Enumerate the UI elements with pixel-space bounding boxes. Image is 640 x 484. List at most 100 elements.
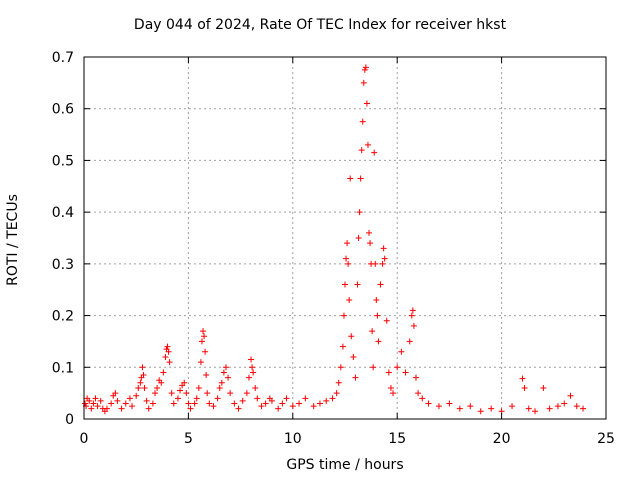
data-point xyxy=(201,333,208,340)
data-point xyxy=(352,374,359,381)
data-point xyxy=(385,369,392,376)
data-point xyxy=(329,395,336,402)
data-points xyxy=(82,64,587,415)
data-point xyxy=(177,387,184,394)
data-point xyxy=(375,338,382,345)
data-point xyxy=(145,405,152,412)
data-point xyxy=(477,408,484,415)
data-point xyxy=(371,149,378,156)
data-point xyxy=(358,147,365,154)
data-point xyxy=(206,400,213,407)
data-point xyxy=(362,64,369,71)
data-point xyxy=(377,281,384,288)
data-point xyxy=(166,359,173,366)
grid-lines xyxy=(84,57,606,419)
data-point xyxy=(222,364,229,371)
data-point xyxy=(302,395,309,402)
data-point xyxy=(198,338,205,345)
data-point xyxy=(168,390,175,397)
data-point xyxy=(356,209,363,216)
data-point xyxy=(554,403,561,410)
data-point xyxy=(158,379,165,386)
data-point xyxy=(467,403,474,410)
data-point xyxy=(245,374,252,381)
data-point xyxy=(118,405,125,412)
data-point xyxy=(185,400,192,407)
data-point xyxy=(162,353,169,360)
data-point xyxy=(446,400,453,407)
data-point xyxy=(370,364,377,371)
data-point xyxy=(283,395,290,402)
data-point xyxy=(573,403,580,410)
data-point xyxy=(202,348,209,355)
data-point xyxy=(340,312,347,319)
data-point xyxy=(412,374,419,381)
data-point xyxy=(394,364,401,371)
data-point xyxy=(88,405,95,412)
data-point xyxy=(258,403,265,410)
data-point xyxy=(164,343,171,350)
data-point xyxy=(174,395,181,402)
data-point xyxy=(383,317,390,324)
data-point xyxy=(296,400,303,407)
data-point xyxy=(239,397,246,404)
data-point xyxy=(546,405,553,412)
data-point xyxy=(275,405,282,412)
x-tick-label: 20 xyxy=(493,431,511,447)
data-point xyxy=(567,392,574,399)
data-point xyxy=(409,307,416,314)
x-tick-label: 25 xyxy=(597,431,615,447)
data-point xyxy=(346,297,353,304)
data-point xyxy=(165,348,172,355)
y-tick-label: 0.2 xyxy=(52,309,74,325)
x-tick-label: 5 xyxy=(184,431,193,447)
data-point xyxy=(235,405,242,412)
y-tick-label: 0.6 xyxy=(52,102,74,118)
x-tick-label: 10 xyxy=(284,431,302,447)
data-point xyxy=(381,255,388,262)
data-point xyxy=(225,374,232,381)
data-point xyxy=(149,400,156,407)
data-point xyxy=(525,405,532,412)
data-point xyxy=(580,405,587,412)
data-point xyxy=(359,118,366,125)
x-tick-label: 15 xyxy=(388,431,406,447)
x-axis-label: GPS time / hours xyxy=(286,457,404,473)
data-point xyxy=(521,384,528,391)
data-point xyxy=(268,397,275,404)
data-point xyxy=(227,390,234,397)
data-point xyxy=(210,403,217,410)
data-point xyxy=(141,384,148,391)
data-point xyxy=(114,397,121,404)
data-point xyxy=(369,328,376,335)
data-point xyxy=(366,229,373,236)
data-point xyxy=(94,403,101,410)
data-point xyxy=(348,333,355,340)
data-point xyxy=(402,369,409,376)
data-point xyxy=(231,400,238,407)
data-point xyxy=(108,400,115,407)
data-point xyxy=(373,297,380,304)
y-tick-label: 0.7 xyxy=(52,50,74,66)
data-point xyxy=(316,400,323,407)
data-point xyxy=(249,364,256,371)
data-point xyxy=(181,379,188,386)
data-point xyxy=(86,397,93,404)
data-point xyxy=(342,281,348,288)
data-point xyxy=(151,390,158,397)
data-point xyxy=(337,364,344,371)
data-point xyxy=(103,405,110,412)
y-tick-label: 0.1 xyxy=(52,360,74,376)
data-point xyxy=(363,100,370,107)
axis-ticks: 0 5 10 15 20 25 0 0.1 0.2 0.3 0.4 0.5 0.6 0.7 xyxy=(52,50,615,447)
data-point xyxy=(187,405,194,412)
data-point xyxy=(243,390,250,397)
data-point xyxy=(410,322,417,329)
data-point xyxy=(135,384,142,391)
data-point xyxy=(343,255,350,262)
data-point xyxy=(203,372,210,379)
data-point xyxy=(360,79,367,86)
data-point xyxy=(216,384,223,391)
